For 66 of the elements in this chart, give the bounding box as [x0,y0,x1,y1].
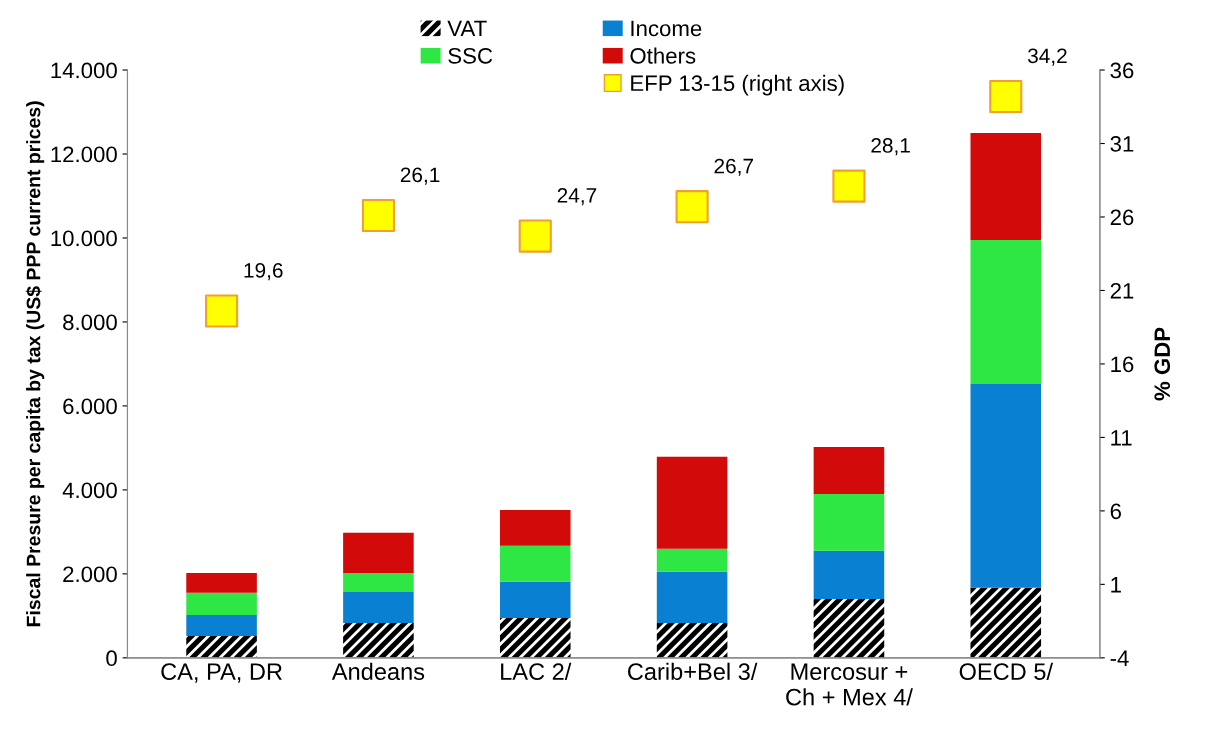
point [361,198,395,233]
bar [656,571,728,623]
legend-label: Others [630,47,696,64]
x-tick-label: Mercosur + Ch + Mex 4/ [786,663,913,706]
bar [499,510,571,546]
bar [343,532,414,574]
bar [186,615,257,636]
legend-label: VAT [447,20,487,37]
y2-tick-label: 6 [1110,503,1121,520]
data-label: 26,1 [400,167,440,185]
x-tick-label: OECD 5/ [959,662,1054,681]
bar [970,133,1042,241]
point [675,190,709,224]
y2-tick-label: 16 [1111,356,1134,373]
bar [343,573,414,592]
y2-tick-label: 31 [1110,136,1134,152]
y-tick-label: 2.000 [63,566,117,583]
legend-label: Income [631,20,702,37]
y2-tick-label: 11 [1111,430,1132,446]
bar [499,545,571,582]
bar [813,550,885,600]
y-tick-label: 14.000 [51,62,117,79]
bar [186,592,257,616]
y2-tick-label: 26 [1110,209,1134,226]
data-label: 24,7 [557,188,597,206]
bar [499,617,571,658]
bar [656,456,728,549]
y-tick-label: 4.000 [62,482,117,499]
point [518,219,552,253]
y2-tick-label: -4 [1110,650,1129,666]
bar [813,599,885,658]
y2-tick-label: 1 [1111,577,1121,593]
point [832,169,866,203]
bar [656,548,728,572]
bar [343,591,414,623]
bar [656,622,728,658]
data-label: 19,6 [244,262,283,281]
y2-tick-label: 36 [1110,62,1134,79]
legend-label: EFP 13-15 (right axis) [631,74,844,96]
y-axis-title: Fiscal Presure per capita by tax (US$ PPP current prices) [25,101,45,627]
bar [970,587,1042,658]
bar [499,581,571,618]
bar [186,636,257,658]
x-tick-label: Andeans [331,662,425,681]
data-label: 26,7 [714,158,753,176]
bar [343,622,414,658]
y-tick-label: 8.000 [63,314,117,331]
data-label: 34,2 [1027,48,1067,66]
bar [970,384,1042,588]
y-tick-label: 10.000 [51,230,117,247]
y-tick-label: 12.000 [51,146,117,163]
point [205,294,239,328]
y-tick-label: 0 [106,650,117,667]
data-label: 28,1 [871,138,910,156]
x-tick-label: LAC 2/ [501,662,572,681]
bar [970,240,1042,385]
bar [813,447,885,495]
legend-label: SSC [448,47,493,64]
bar [186,573,257,593]
y2-axis-title: % GDP [1154,327,1171,401]
y-tick-label: 6.000 [63,398,117,415]
x-tick-label: CA, PA, DR [161,663,282,683]
point [989,79,1023,114]
bar [813,494,885,551]
x-tick-label: Carib+Bel 3/ [628,662,758,681]
y2-tick-label: 21 [1110,282,1134,299]
